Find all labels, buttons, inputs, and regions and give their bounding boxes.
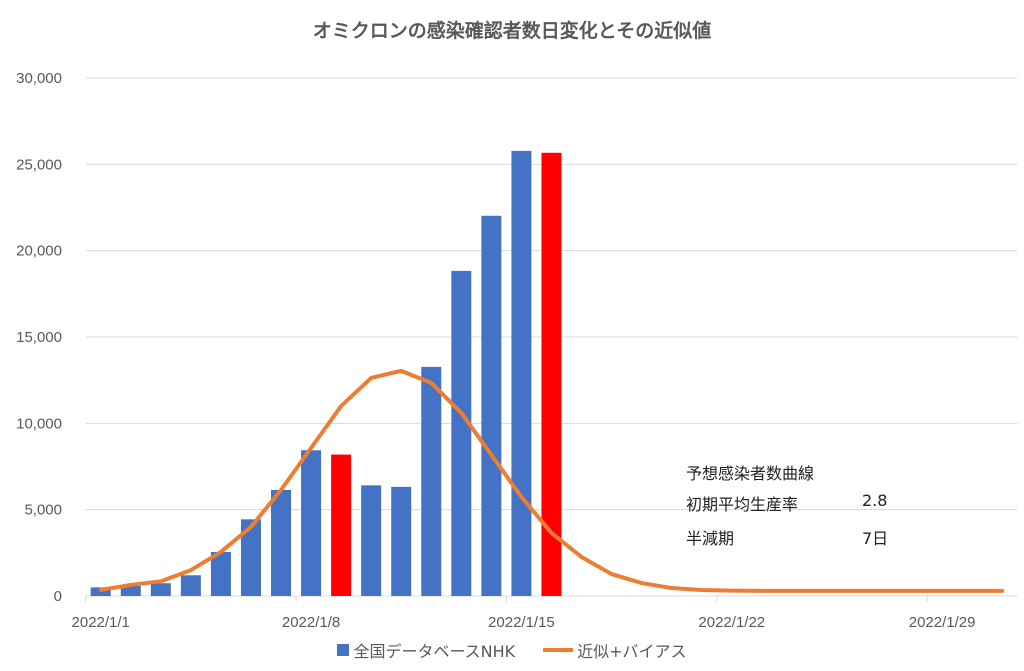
annotation-rate-value: 2.8 [862,491,888,510]
bar [331,454,352,596]
bar [451,270,472,596]
bar [120,585,141,596]
bar [541,152,562,597]
annotation-rate-label: 初期平均生産率 [686,495,799,514]
bar [361,485,382,596]
bar [271,489,292,596]
annotation-halflife-label: 半減期 [686,529,735,548]
bar [481,215,502,596]
x-tick-label: 2022/1/15 [488,614,555,631]
chart-title: オミクロンの感染確認者数日変化とその近似値 [312,20,712,42]
bar [391,486,412,596]
y-tick-label: 30,000 [16,70,62,87]
legend-swatch-bar [337,644,350,656]
bar [180,575,201,596]
y-tick-label: 25,000 [16,156,62,173]
x-tick-label: 2022/1/29 [909,614,976,631]
bar [240,519,261,596]
bar [150,583,171,596]
y-tick-label: 20,000 [16,243,62,260]
y-tick-label: 10,000 [16,415,62,432]
bar [421,366,442,596]
bar [210,551,231,596]
legend-item-bars: 全国データベースNHK [337,638,515,662]
y-tick-label: 5,000 [24,502,62,519]
annotation-halflife-value: 7日 [862,529,889,548]
legend-item-line: 近似+バイアス [543,638,687,662]
line-series [98,368,1005,593]
legend-label-line: 近似+バイアス [577,642,687,661]
annotation-heading: 予想感染者数曲線 [686,464,815,483]
x-tick-label: 2022/1/1 [72,614,130,631]
legend-swatch-line [543,648,574,652]
legend: 全国データベースNHK 近似+バイアス [0,638,1024,662]
x-tick-label: 2022/1/8 [282,614,340,631]
y-tick-label: 15,000 [16,329,62,346]
legend-label-bars: 全国データベースNHK [353,642,516,661]
x-tick-label: 2022/1/22 [698,614,765,631]
bar [511,150,532,596]
y-tick-label: 0 [54,588,62,605]
bar [301,450,322,596]
